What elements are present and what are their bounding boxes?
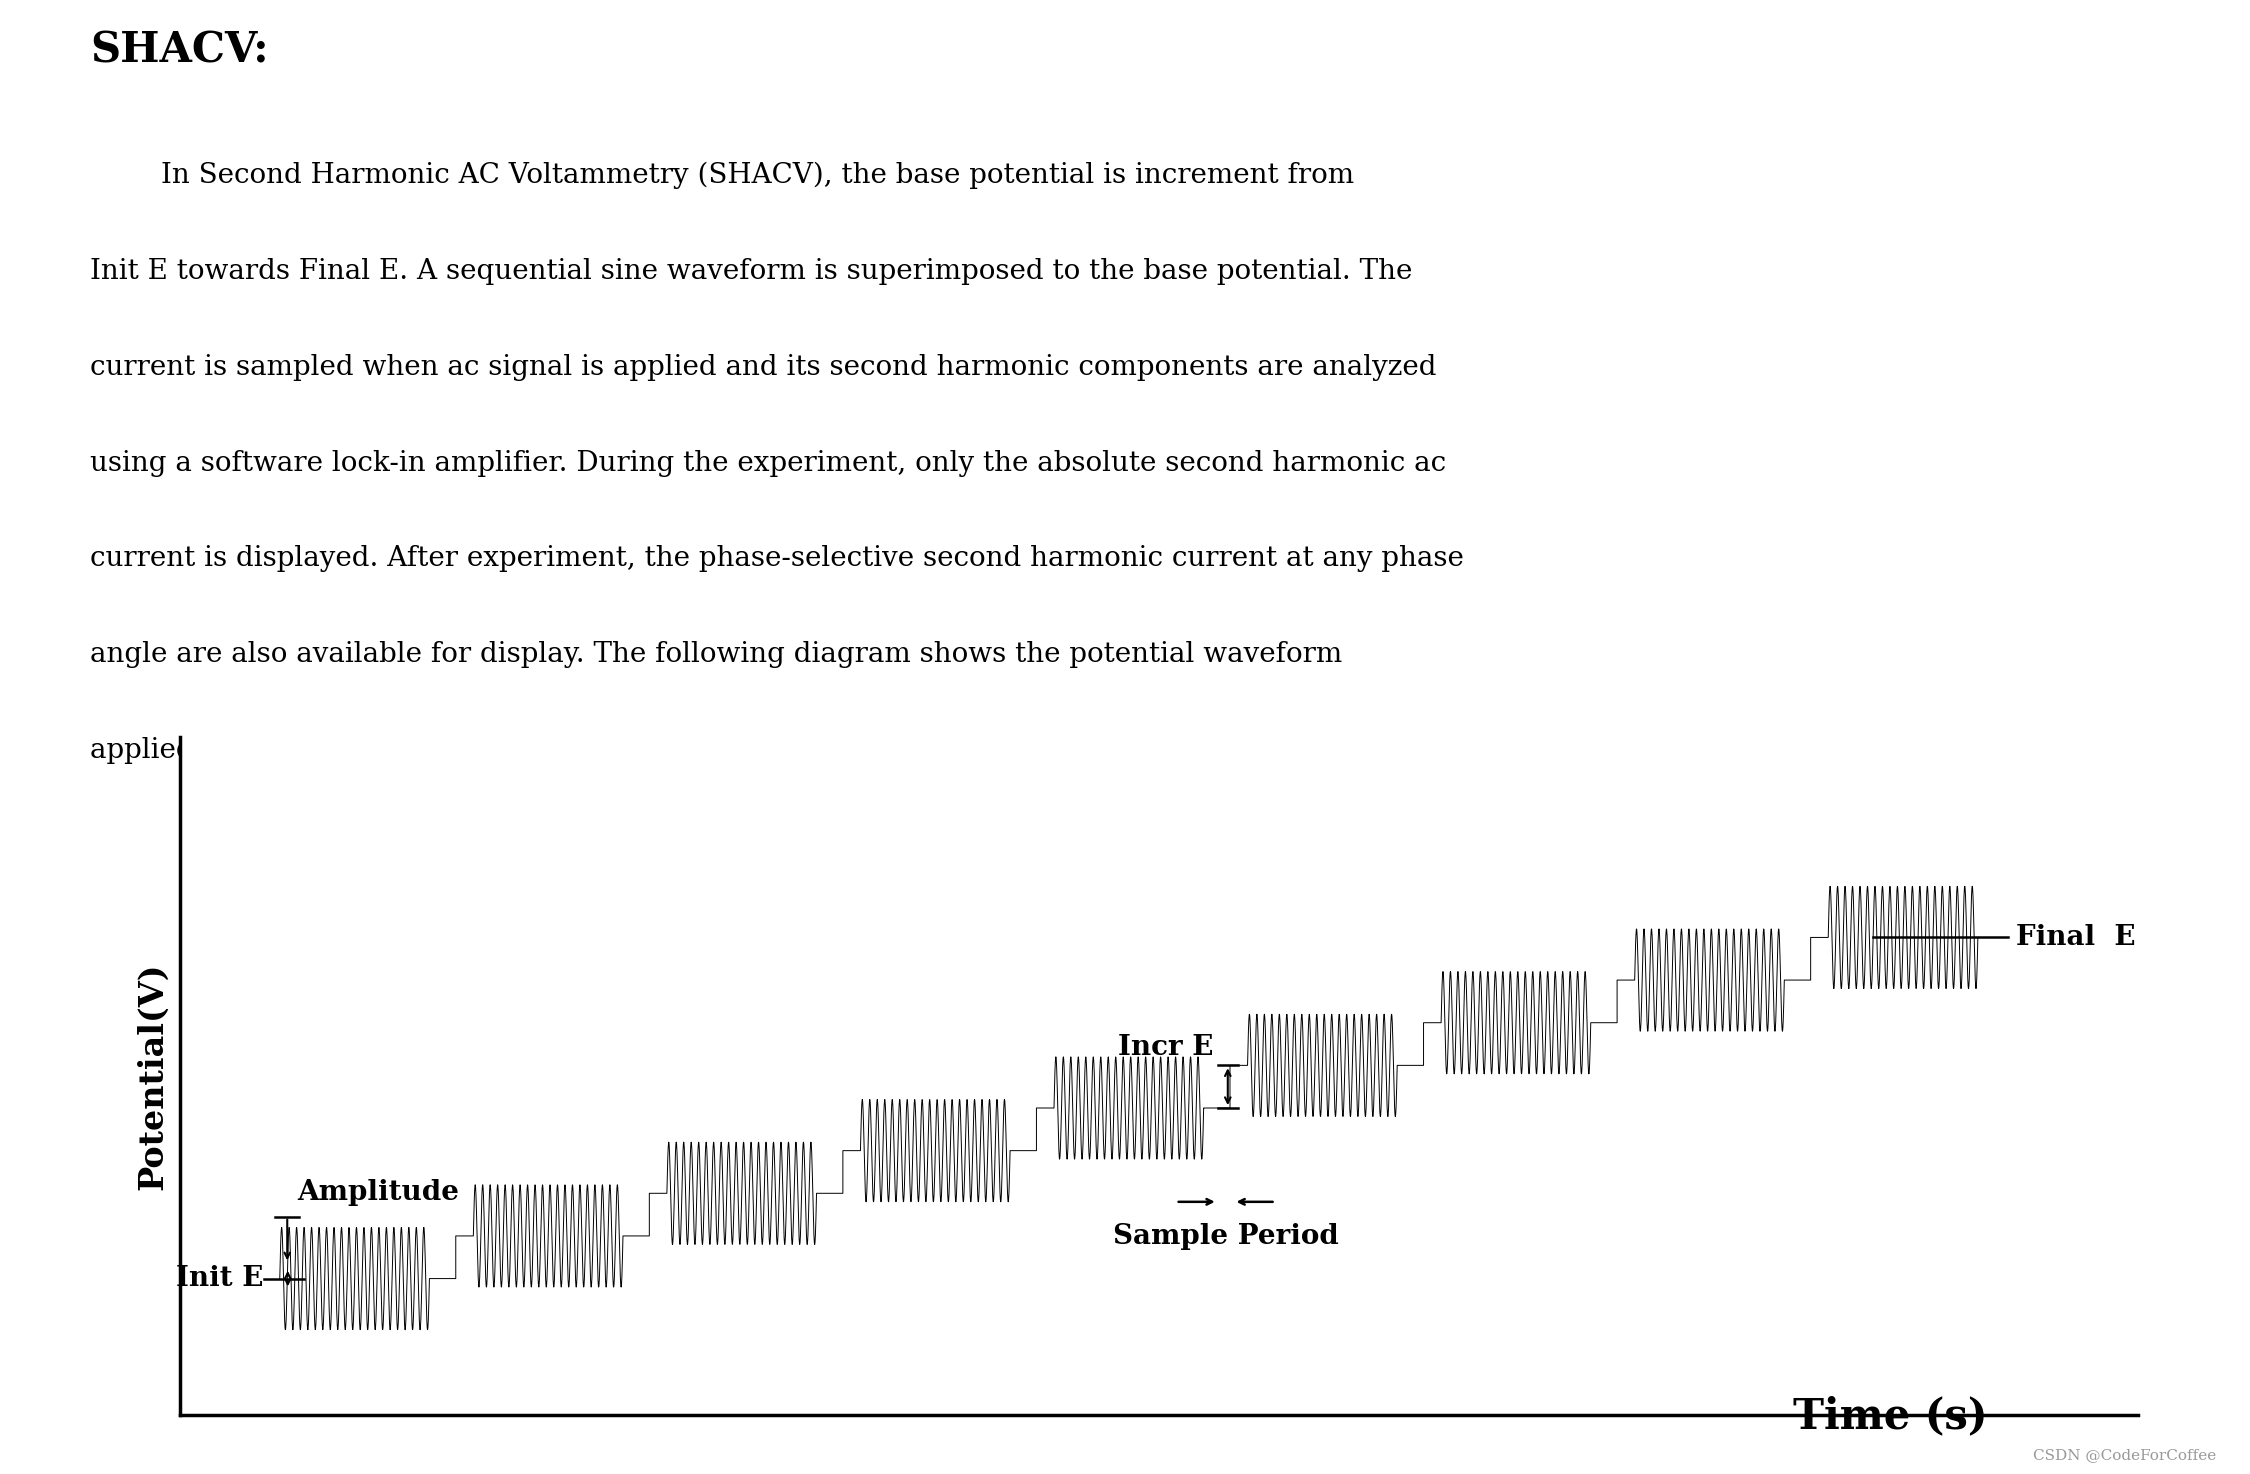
- Text: SHACV:: SHACV:: [90, 29, 268, 71]
- Text: current is displayed. After experiment, the phase-selective second harmonic curr: current is displayed. After experiment, …: [90, 545, 1465, 572]
- Text: Init E: Init E: [176, 1265, 263, 1293]
- Text: Amplitude: Amplitude: [297, 1179, 459, 1206]
- Y-axis label: Potential(V): Potential(V): [135, 963, 169, 1190]
- Text: current is sampled when ac signal is applied and its second harmonic components : current is sampled when ac signal is app…: [90, 354, 1436, 380]
- Text: CSDN @CodeForCoffee: CSDN @CodeForCoffee: [2034, 1449, 2216, 1462]
- Text: In Second Harmonic AC Voltammetry (SHACV), the base potential is increment from: In Second Harmonic AC Voltammetry (SHACV…: [90, 162, 1354, 190]
- Text: angle are also available for display. The following diagram shows the potential : angle are also available for display. Th…: [90, 641, 1343, 668]
- Text: Sample Period: Sample Period: [1114, 1223, 1339, 1250]
- Text: Time (s): Time (s): [1793, 1396, 1987, 1437]
- Text: using a software lock-in amplifier. During the experiment, only the absolute sec: using a software lock-in amplifier. Duri…: [90, 450, 1447, 476]
- Text: applied as the function of time.: applied as the function of time.: [90, 737, 529, 764]
- Text: Incr E: Incr E: [1118, 1035, 1213, 1061]
- Text: Final  E: Final E: [2016, 924, 2135, 951]
- Text: Init E towards Final E. A sequential sine waveform is superimposed to the base p: Init E towards Final E. A sequential sin…: [90, 258, 1413, 284]
